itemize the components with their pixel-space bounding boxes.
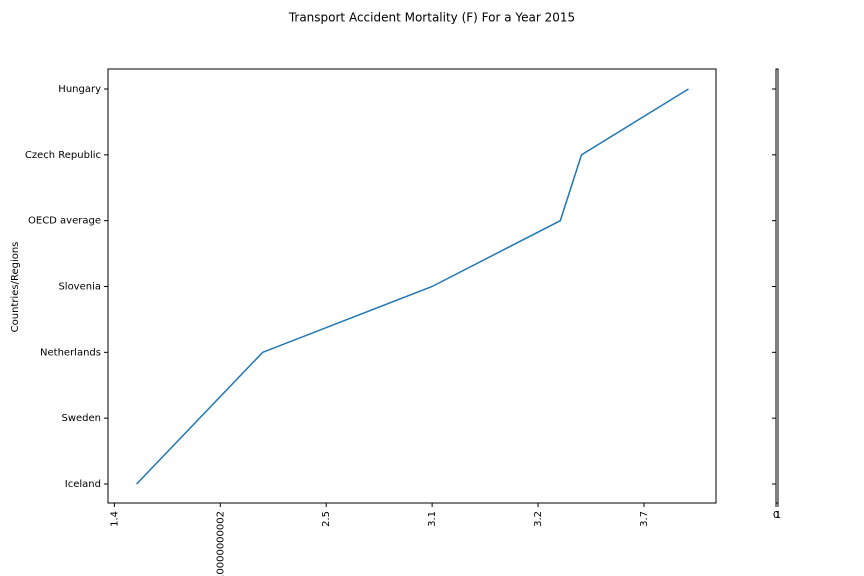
- side-x-tick-label: 1: [775, 510, 781, 521]
- chart-title: Transport Accident Mortality (F) For a Y…: [288, 11, 575, 25]
- plot-frame: [107, 68, 717, 504]
- y-tick-label: Slovenia: [58, 282, 101, 293]
- x-tick-label: 2.5: [321, 511, 332, 527]
- y-axis-label: Countries/Regions: [10, 242, 21, 333]
- x-tick-label: 3.7: [639, 511, 650, 527]
- x-tick-label: 3.2: [533, 511, 544, 527]
- side-x-tick-label: 0: [773, 510, 779, 521]
- side-axis-frame: [775, 68, 779, 504]
- x-tick-label: 2.0000000002: [215, 511, 226, 576]
- y-tick-label: Netherlands: [40, 347, 101, 358]
- y-tick-label: Sweden: [61, 413, 101, 424]
- x-tick-label: 1.4: [109, 511, 120, 527]
- y-tick-label: Iceland: [65, 479, 101, 490]
- y-tick-label: Hungary: [58, 84, 101, 95]
- y-tick-label: Czech Republic: [25, 150, 101, 161]
- y-tick-label: OECD average: [28, 216, 101, 227]
- x-tick-label: 3.1: [427, 511, 438, 527]
- data-line: [136, 88, 689, 485]
